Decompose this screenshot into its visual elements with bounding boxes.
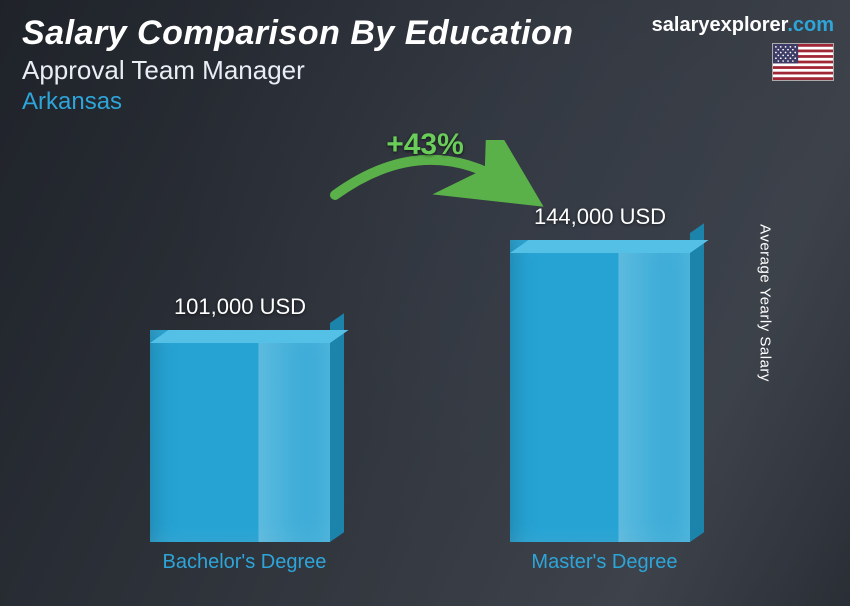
bar-front xyxy=(150,330,330,542)
increase-badge: +43% xyxy=(386,128,464,162)
x-tick-label: Bachelor's Degree xyxy=(163,551,327,574)
increase-text: +43% xyxy=(386,128,464,162)
bar-3d xyxy=(510,240,690,542)
bar-chart: 101,000 USD 144,000 USD Bachelor's Degre… xyxy=(60,170,780,582)
brand-block: salaryexplorer.com xyxy=(652,14,834,81)
bars-area: 101,000 USD 144,000 USD xyxy=(60,170,780,542)
bar-3d xyxy=(150,330,330,542)
bar-front xyxy=(510,240,690,542)
bar-value-label: 101,000 USD xyxy=(174,294,306,320)
bar-side xyxy=(330,313,344,542)
bar-top xyxy=(150,330,349,343)
infographic-canvas: Salary Comparison By Education Approval … xyxy=(0,0,850,606)
bar-masters: 144,000 USD xyxy=(449,204,751,542)
x-tick-label: Master's Degree xyxy=(531,551,677,574)
brand-text: salaryexplorer.com xyxy=(652,14,834,37)
brand-domain: .com xyxy=(787,14,834,36)
bar-side xyxy=(690,223,704,542)
bar-bachelors: 101,000 USD xyxy=(89,294,391,542)
region-label: Arkansas xyxy=(22,88,828,116)
bar-value-label: 144,000 USD xyxy=(534,204,666,230)
flag-icon xyxy=(772,43,834,81)
x-axis: Bachelor's Degree Master's Degree xyxy=(60,542,780,582)
bar-top xyxy=(510,240,709,253)
brand-name: salaryexplorer xyxy=(652,14,788,36)
